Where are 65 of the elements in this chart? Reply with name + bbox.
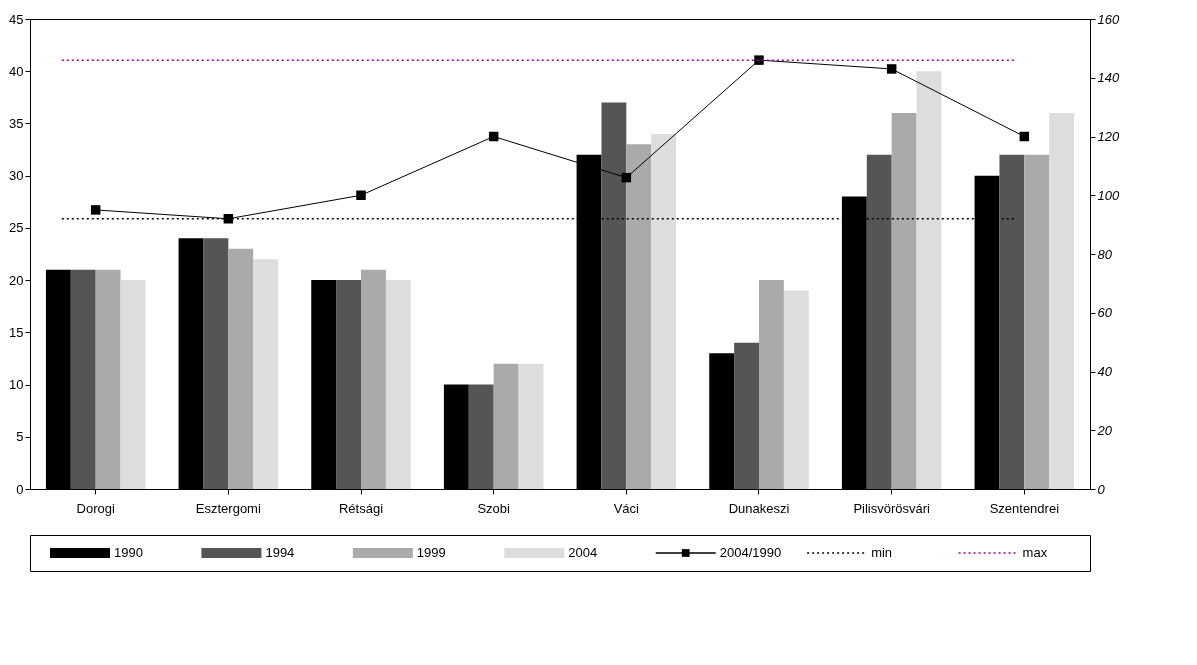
legend-label: 1994 (265, 545, 295, 560)
x-tick-label: Dorogi (76, 500, 115, 516)
x-tick-label: Rétsági (338, 500, 384, 516)
bar (601, 102, 627, 489)
bar (866, 154, 892, 489)
x-tick-label: Esztergomi (195, 500, 261, 516)
y-tick-label: 40 (9, 63, 24, 79)
y2-tick-label: 160 (1097, 11, 1120, 27)
bar (518, 363, 544, 489)
y-tick-label: 5 (16, 429, 24, 445)
bar (916, 71, 942, 489)
point (754, 55, 764, 65)
y2-tick-label: 100 (1097, 187, 1120, 203)
legend-label: 2004 (568, 545, 598, 560)
bar (120, 280, 146, 489)
bar (651, 133, 677, 489)
bar (336, 280, 361, 489)
bar (468, 384, 494, 489)
bar (783, 290, 809, 489)
x-tick-label: Váci (613, 500, 640, 516)
point (621, 172, 632, 183)
y2-tick-label: 60 (1097, 305, 1113, 321)
x-tick-label: Pilisvörösvári (853, 500, 931, 516)
y2-tick-label: 0 (1097, 481, 1106, 497)
bar (891, 113, 917, 489)
bar (759, 280, 784, 489)
y-tick-label: 15 (9, 324, 24, 340)
bar (95, 269, 121, 489)
bar (734, 342, 759, 489)
point (90, 205, 101, 215)
bar (1049, 113, 1075, 489)
bar (385, 280, 411, 489)
x-tick-label: Dunakeszi (728, 500, 790, 516)
y2-tick-label: 140 (1097, 70, 1120, 86)
bar (1024, 154, 1050, 489)
y2-tick-label: 20 (1096, 422, 1113, 438)
bar (493, 363, 519, 489)
y-tick-label: 45 (9, 11, 24, 27)
x-tick-label: Szentendrei (989, 500, 1060, 516)
point (886, 64, 897, 74)
point (356, 190, 366, 200)
bar (228, 248, 254, 489)
legend-label: max (1022, 545, 1048, 560)
bar (361, 269, 386, 489)
y2-tick-label: 80 (1097, 246, 1113, 262)
point (1019, 131, 1030, 142)
y-tick-label: 25 (9, 220, 24, 236)
bar (626, 144, 652, 489)
y-tick-label: 0 (16, 481, 24, 497)
legend-label: min (871, 545, 893, 560)
y-tick-label: 20 (9, 272, 24, 288)
x-tick-label: Szobi (477, 500, 511, 516)
legend-label: 2004/1990 (719, 545, 782, 560)
y-tick-label: 30 (9, 168, 24, 184)
legend-label: 1999 (416, 545, 446, 560)
y2-tick-label: 40 (1097, 364, 1113, 379)
point (488, 131, 499, 142)
legend-label: 1990 (114, 545, 143, 560)
bar (70, 269, 96, 489)
y-tick-label: 10 (9, 377, 24, 393)
bar (203, 238, 229, 489)
y-tick-label: 35 (9, 115, 24, 131)
y2-tick-label: 120 (1097, 129, 1120, 144)
bar (999, 154, 1025, 489)
bar (253, 259, 279, 489)
